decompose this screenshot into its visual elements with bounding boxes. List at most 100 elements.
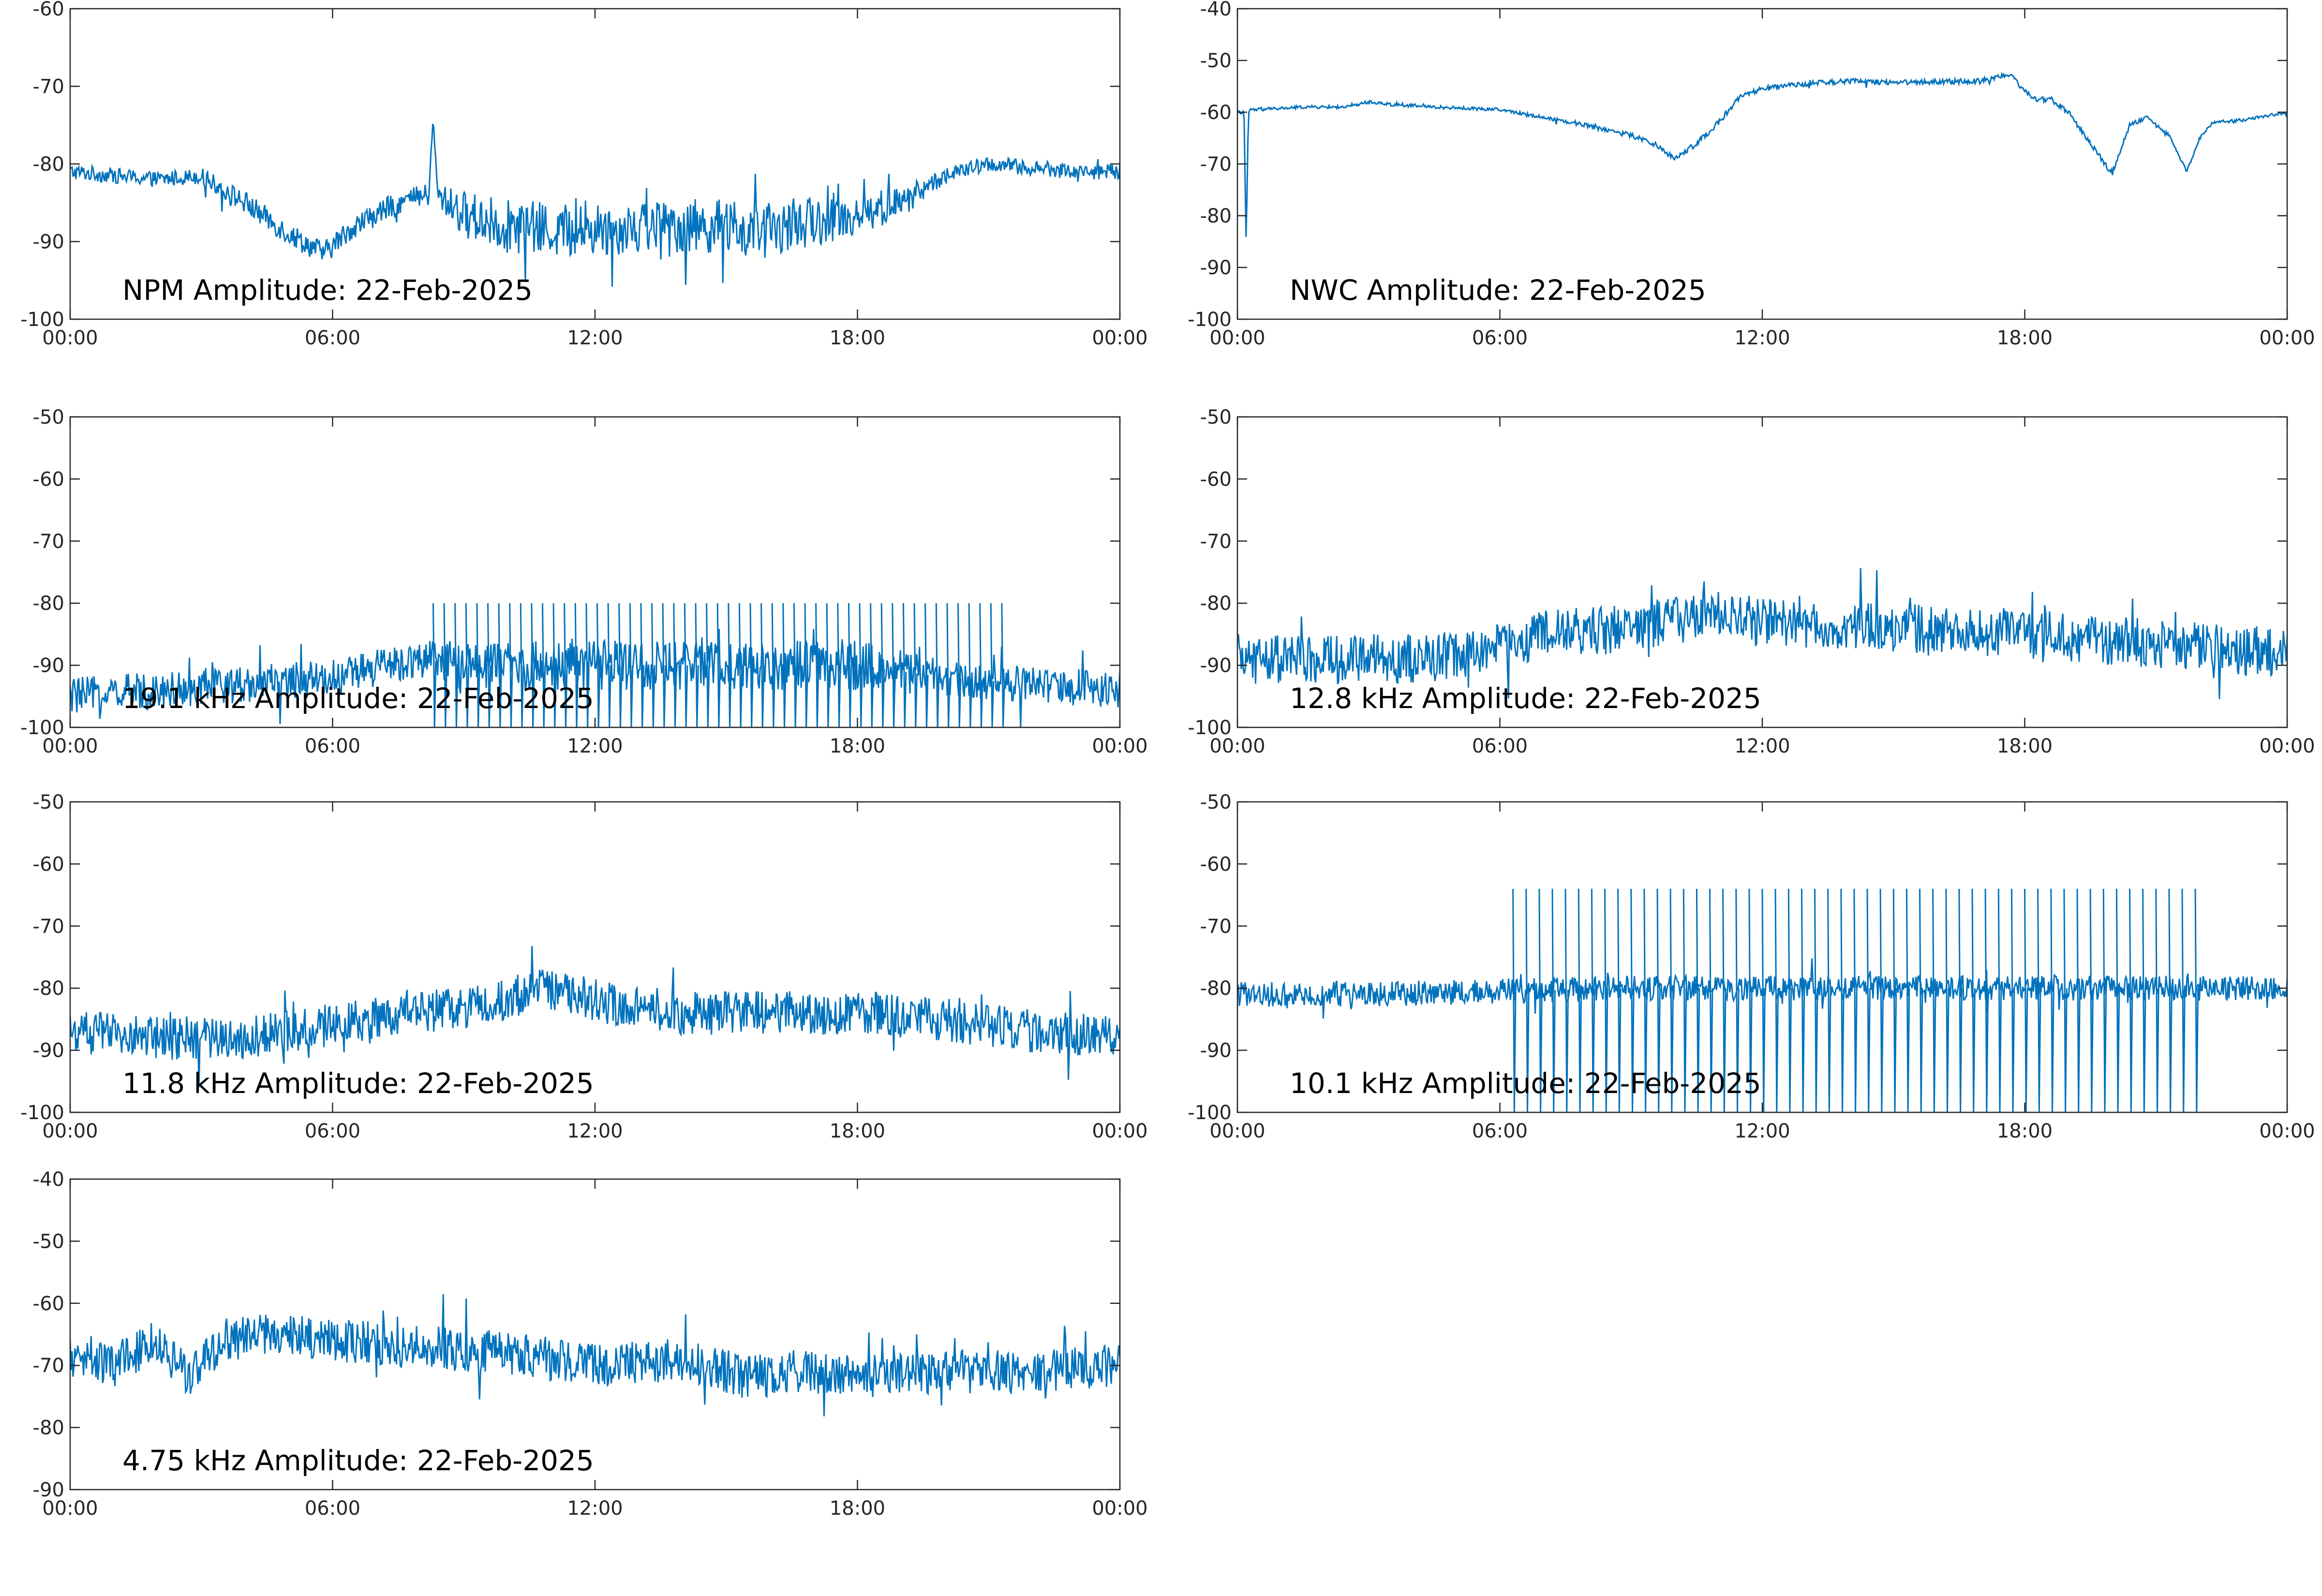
chart-title: 4.75 kHz Amplitude: 22-Feb-2025 <box>122 1444 594 1477</box>
x-tick-label: 12:00 <box>567 1120 623 1142</box>
series-line-1 <box>70 123 1120 287</box>
y-tick-label: -90 <box>33 1479 64 1501</box>
x-tick-label: 06:00 <box>305 735 360 757</box>
y-tick-label: -60 <box>1200 468 1232 490</box>
x-tick-label: 00:00 <box>42 1120 98 1142</box>
series-line-5 <box>70 946 1120 1088</box>
y-tick-label: -90 <box>1200 257 1232 279</box>
y-tick-label: -70 <box>33 76 64 98</box>
x-tick-label: 00:00 <box>1092 1497 1147 1520</box>
y-tick-label: -100 <box>1188 309 1232 331</box>
x-tick-label: 12:00 <box>1734 735 1790 757</box>
y-tick-label: -50 <box>1200 791 1232 813</box>
x-tick-label: 00:00 <box>1209 735 1265 757</box>
x-tick-label: 00:00 <box>2259 735 2315 757</box>
series-line-2 <box>1237 72 2287 237</box>
x-tick-label: 00:00 <box>1092 1120 1147 1142</box>
y-tick-label: -60 <box>1200 853 1232 875</box>
y-tick-label: -70 <box>1200 153 1232 176</box>
y-tick-label: -80 <box>33 977 64 1000</box>
y-tick-label: -60 <box>33 1293 64 1315</box>
y-tick-label: -70 <box>1200 916 1232 938</box>
y-tick-label: -70 <box>33 1355 64 1377</box>
series-line-7 <box>70 1294 1120 1417</box>
x-tick-label: 00:00 <box>1209 327 1265 349</box>
chart-title: 11.8 kHz Amplitude: 22-Feb-2025 <box>122 1067 594 1100</box>
y-tick-label: -60 <box>1200 102 1232 124</box>
series-line-4 <box>1237 568 2287 699</box>
x-tick-label: 18:00 <box>830 735 885 757</box>
x-tick-label: 12:00 <box>1734 327 1790 349</box>
axes-frame <box>1236 8 2288 320</box>
y-tick-label: -80 <box>1200 977 1232 1000</box>
x-tick-label: 00:00 <box>1092 735 1147 757</box>
chart-title: 10.1 kHz Amplitude: 22-Feb-2025 <box>1290 1067 1761 1100</box>
y-tick-label: -100 <box>20 1102 64 1124</box>
y-tick-label: -50 <box>33 1230 64 1253</box>
x-tick-label: 00:00 <box>1209 1120 1265 1142</box>
x-tick-label: 00:00 <box>2259 327 2315 349</box>
y-tick-label: -50 <box>33 791 64 813</box>
chart-title: 19.1 kHz Amplitude: 22-Feb-2025 <box>122 682 594 715</box>
x-tick-label: 18:00 <box>830 1120 885 1142</box>
chart-title: 12.8 kHz Amplitude: 22-Feb-2025 <box>1290 682 1761 715</box>
x-tick-label: 00:00 <box>1092 327 1147 349</box>
y-tick-label: -100 <box>1188 717 1232 739</box>
x-tick-label: 12:00 <box>567 735 623 757</box>
y-tick-label: -90 <box>1200 655 1232 677</box>
x-tick-label: 06:00 <box>1472 735 1528 757</box>
y-tick-label: -70 <box>1200 531 1232 553</box>
x-tick-label: 18:00 <box>830 1497 885 1520</box>
x-tick-label: 18:00 <box>1997 1120 2053 1142</box>
y-tick-label: -80 <box>1200 205 1232 227</box>
chart-title: NPM Amplitude: 22-Feb-2025 <box>122 274 533 307</box>
y-tick-label: -80 <box>33 153 64 176</box>
y-tick-label: -90 <box>1200 1040 1232 1062</box>
axes-frame <box>1236 416 2288 728</box>
x-tick-label: 06:00 <box>305 1497 360 1520</box>
y-tick-label: -50 <box>1200 50 1232 72</box>
y-tick-label: -80 <box>33 592 64 615</box>
x-tick-label: 18:00 <box>830 327 885 349</box>
x-tick-label: 00:00 <box>42 1497 98 1520</box>
y-tick-label: -70 <box>33 531 64 553</box>
axes-frame <box>69 801 1121 1113</box>
series-line-3 <box>70 629 1120 727</box>
x-tick-label: 18:00 <box>1997 327 2053 349</box>
x-tick-label: 06:00 <box>1472 1120 1528 1142</box>
y-tick-label: -60 <box>33 0 64 20</box>
x-tick-label: 06:00 <box>305 327 360 349</box>
y-tick-label: -50 <box>1200 406 1232 429</box>
y-tick-label: -70 <box>33 916 64 938</box>
chart-title: NWC Amplitude: 22-Feb-2025 <box>1290 274 1706 307</box>
y-tick-label: -60 <box>33 468 64 490</box>
x-tick-label: 06:00 <box>305 1120 360 1142</box>
x-tick-label: 00:00 <box>42 327 98 349</box>
y-tick-label: -80 <box>33 1417 64 1439</box>
y-tick-label: -40 <box>1200 0 1232 20</box>
y-tick-label: -50 <box>33 406 64 429</box>
y-tick-label: -90 <box>33 655 64 677</box>
y-tick-label: -60 <box>33 853 64 875</box>
x-tick-label: 06:00 <box>1472 327 1528 349</box>
y-tick-label: -90 <box>33 231 64 253</box>
x-tick-label: 12:00 <box>1734 1120 1790 1142</box>
x-tick-label: 12:00 <box>567 1497 623 1520</box>
y-tick-label: -100 <box>20 309 64 331</box>
axes-frame <box>69 8 1121 320</box>
y-tick-label: -100 <box>1188 1102 1232 1124</box>
x-tick-label: 12:00 <box>567 327 623 349</box>
x-tick-label: 00:00 <box>2259 1120 2315 1142</box>
y-tick-label: -40 <box>33 1168 64 1191</box>
y-tick-label: -80 <box>1200 592 1232 615</box>
y-tick-label: -90 <box>33 1040 64 1062</box>
y-tick-label: -100 <box>20 717 64 739</box>
